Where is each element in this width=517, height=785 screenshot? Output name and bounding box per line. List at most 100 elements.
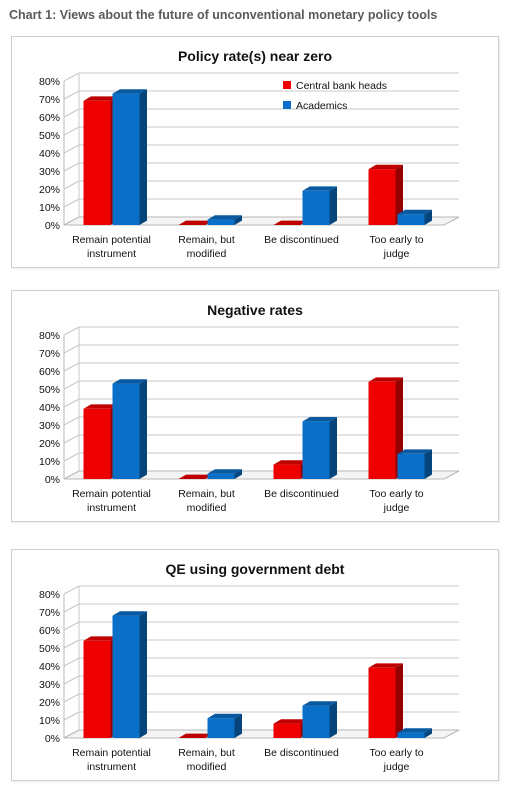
x-category-label: modified xyxy=(187,248,227,260)
side-gridline xyxy=(63,693,80,703)
side-gridline xyxy=(63,90,80,100)
y-tick-label: 60% xyxy=(39,112,60,124)
bar-top xyxy=(302,701,337,706)
y-tick-label: 70% xyxy=(39,348,60,360)
bar-top xyxy=(397,449,432,454)
y-tick-label: 0% xyxy=(45,220,60,232)
bar-side xyxy=(234,215,242,225)
bar-front xyxy=(207,473,235,479)
x-category-label: instrument xyxy=(87,248,136,260)
bar-front xyxy=(397,214,425,225)
bar-top xyxy=(207,215,242,220)
y-tick-label: 50% xyxy=(39,384,60,396)
bar-top xyxy=(368,164,403,170)
y-tick-label: 30% xyxy=(39,166,60,178)
legend-label: Central bank heads xyxy=(296,80,387,92)
side-gridline xyxy=(63,657,80,667)
bar-front xyxy=(302,421,330,479)
bar-front xyxy=(397,732,425,738)
y-tick-label: 20% xyxy=(39,184,60,196)
bar-side xyxy=(139,379,147,479)
bar xyxy=(302,186,337,225)
y-tick-label: 80% xyxy=(39,76,60,88)
y-tick-label: 70% xyxy=(39,94,60,106)
chart-qe: QE using government debt 0% 10% 20% 30% 40% 50… xyxy=(39,561,460,773)
y-tick-label: 20% xyxy=(39,438,60,450)
bar xyxy=(112,89,147,225)
legend-swatch xyxy=(283,81,291,89)
bar-side xyxy=(329,417,337,479)
y-tick-label: 30% xyxy=(39,679,60,691)
bar-top xyxy=(302,186,337,191)
x-category-label: Remain, but xyxy=(178,488,235,500)
bar xyxy=(397,449,432,479)
chart-layer: Negative rates 0% 10% 20% 30% 40% 50% 60% 70% 80%… xyxy=(39,302,460,514)
y-tick-label: 40% xyxy=(39,402,60,414)
bar-top xyxy=(112,379,147,384)
bar xyxy=(368,663,403,738)
bar xyxy=(368,164,403,225)
bar-side xyxy=(234,713,242,738)
bar-side xyxy=(234,469,242,479)
side-gridline xyxy=(63,72,80,82)
x-category-label: Remain, but xyxy=(178,747,235,759)
chart-title: Negative rates xyxy=(207,302,303,318)
bar-top xyxy=(273,460,308,465)
bar xyxy=(397,728,432,738)
side-gridline xyxy=(63,198,80,208)
bar xyxy=(207,215,242,225)
bar-front xyxy=(368,667,396,738)
bar-front xyxy=(273,723,301,738)
x-category-label: judge xyxy=(383,502,410,514)
x-category-label: Too early to xyxy=(369,234,423,246)
side-gridline xyxy=(63,416,80,426)
bar-top xyxy=(83,404,118,409)
y-tick-label: 50% xyxy=(39,643,60,655)
side-gridline xyxy=(63,326,80,336)
bar-front xyxy=(112,615,140,738)
bar xyxy=(112,379,147,479)
bar-top xyxy=(397,728,432,733)
side-gridline xyxy=(63,180,80,190)
bar xyxy=(178,220,213,225)
bar xyxy=(112,611,147,738)
chart-title: Policy rate(s) near zero xyxy=(178,48,332,64)
bar-side xyxy=(424,449,432,479)
x-category-label: Too early to xyxy=(369,747,423,759)
bar-front xyxy=(112,383,140,479)
bar-top xyxy=(83,96,118,101)
x-category-label: modified xyxy=(187,502,227,514)
y-tick-label: 40% xyxy=(39,661,60,673)
x-category-label: judge xyxy=(383,761,410,773)
chart-panel-policy-rate: Policy rate(s) near zero 0% 10% 20% 30% 40% 50… xyxy=(11,36,499,268)
bar xyxy=(397,209,432,225)
side-gridline xyxy=(63,162,80,172)
bar xyxy=(368,377,403,479)
side-gridline xyxy=(63,108,80,118)
y-tick-label: 70% xyxy=(39,607,60,619)
side-gridline xyxy=(63,639,80,649)
bar-front xyxy=(368,381,396,479)
chart-panel-negative-rates: Negative rates 0% 10% 20% 30% 40% 50% 60% 70% 80%… xyxy=(11,290,499,522)
bar-front xyxy=(207,219,235,225)
bar xyxy=(178,474,213,479)
side-gridline xyxy=(63,362,80,372)
bar xyxy=(302,417,337,479)
side-gridline xyxy=(63,434,80,444)
x-category-label: Remain, but xyxy=(178,234,235,246)
y-tick-label: 80% xyxy=(39,589,60,601)
x-category-label: Be discontinued xyxy=(264,488,339,500)
y-tick-label: 0% xyxy=(45,733,60,745)
bar-top xyxy=(207,713,242,719)
x-category-label: Remain potential xyxy=(72,488,151,500)
side-gridline xyxy=(63,126,80,136)
legend-swatch xyxy=(283,101,291,109)
y-tick-label: 0% xyxy=(45,474,60,486)
side-gridline xyxy=(63,621,80,631)
bar-top xyxy=(112,89,147,94)
bar-side xyxy=(329,186,337,225)
bar-side xyxy=(395,663,403,738)
x-category-label: instrument xyxy=(87,502,136,514)
y-tick-label: 20% xyxy=(39,697,60,709)
side-gridline xyxy=(63,398,80,408)
